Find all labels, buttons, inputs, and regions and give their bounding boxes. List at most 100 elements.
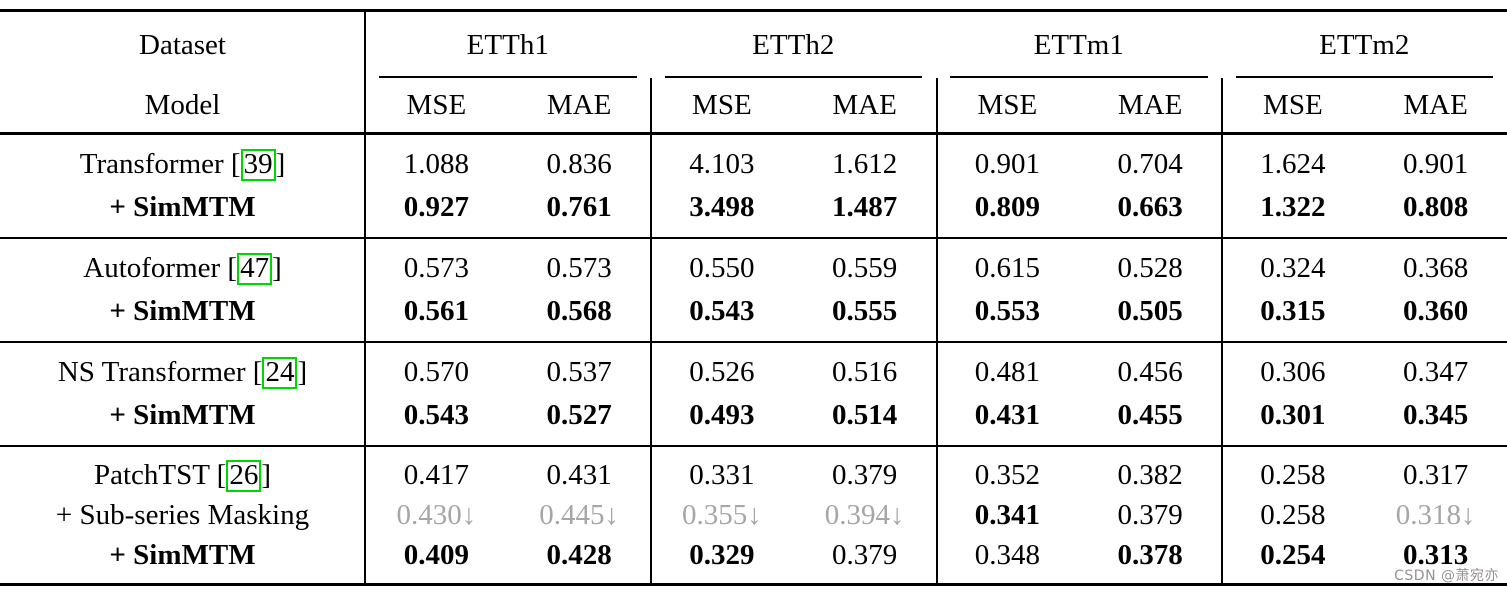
group-header-ettm1: ETTm1 bbox=[936, 12, 1222, 78]
column-divider bbox=[364, 447, 366, 583]
metric-value: 0.527 bbox=[546, 399, 612, 431]
mse-header: MSE bbox=[977, 88, 1038, 121]
metric-value: 0.555 bbox=[832, 295, 898, 327]
metric-value: 0.553 bbox=[974, 295, 1040, 327]
metric-value: 0.516 bbox=[832, 356, 898, 388]
mae-header: MAE bbox=[1117, 88, 1183, 121]
metric-value: 0.331 bbox=[689, 459, 755, 491]
column-divider bbox=[364, 343, 366, 445]
column-divider bbox=[936, 135, 938, 237]
metric-value: 0.559 bbox=[832, 252, 898, 284]
metric-value: 0.526 bbox=[689, 356, 755, 388]
metric-value: 0.352 bbox=[974, 459, 1040, 491]
metric-value: 0.345 bbox=[1403, 399, 1469, 431]
group-header-ettm2: ETTm2 bbox=[1222, 12, 1507, 78]
header-model-row: Model MSE MAE MSE MAE MSE MAE MSE MAE bbox=[0, 78, 1507, 132]
metric-value: 0.836 bbox=[546, 148, 612, 180]
model-label: + SimMTM bbox=[109, 295, 256, 327]
mse-header: MSE bbox=[406, 88, 467, 121]
metric-value: 0.360 bbox=[1403, 295, 1469, 327]
row-group-ns-transformer: NS Transformer [24] 0.570 0.537 0.526 0.… bbox=[0, 343, 1507, 445]
table-top-rule bbox=[0, 9, 1507, 12]
metric-value: 0.258 bbox=[1260, 459, 1326, 491]
metric-value: 1.322 bbox=[1260, 191, 1326, 223]
metric-value: 0.313 bbox=[1403, 539, 1469, 571]
header-bottom-rule bbox=[0, 132, 1507, 135]
metric-value: 1.487 bbox=[832, 191, 898, 223]
metric-value: 0.493 bbox=[689, 399, 755, 431]
column-divider bbox=[1221, 78, 1223, 132]
metric-value: 0.573 bbox=[403, 252, 469, 284]
citation-link[interactable]: 26 bbox=[226, 460, 262, 492]
metric-value: 0.341 bbox=[974, 499, 1040, 531]
metric-value: 0.378 bbox=[1117, 539, 1183, 571]
column-divider bbox=[364, 135, 366, 237]
model-label: + Sub-series Masking bbox=[55, 499, 310, 531]
metric-value-degraded: 0.318↓ bbox=[1395, 499, 1476, 531]
metric-value: 0.379 bbox=[1117, 499, 1183, 531]
model-header: Model bbox=[144, 88, 221, 121]
metric-value-degraded: 0.355↓ bbox=[682, 499, 762, 531]
metric-value: 1.088 bbox=[403, 148, 469, 180]
model-label: + SimMTM bbox=[109, 539, 256, 571]
citation-link[interactable]: 47 bbox=[237, 253, 273, 285]
metric-value: 0.537 bbox=[546, 356, 612, 388]
metric-value-degraded: 0.430↓ bbox=[396, 499, 477, 531]
column-divider bbox=[650, 343, 652, 445]
metric-value: 0.301 bbox=[1260, 399, 1326, 431]
metric-value: 0.317 bbox=[1403, 459, 1469, 491]
model-label: + SimMTM bbox=[109, 191, 256, 223]
header-dataset-row: Dataset ETTh1 ETTh2 ETTm1 ETTm2 bbox=[0, 12, 1507, 78]
metric-value: 0.901 bbox=[1403, 148, 1469, 180]
column-divider bbox=[936, 343, 938, 445]
csdn-watermark: CSDN @萧宛亦 bbox=[1394, 568, 1499, 584]
metric-value: 0.761 bbox=[546, 191, 612, 223]
row-group-transformer: Transformer [39] 1.088 0.836 4.103 1.612… bbox=[0, 135, 1507, 237]
column-divider bbox=[936, 239, 938, 341]
metric-value: 0.568 bbox=[546, 295, 612, 327]
metric-value: 0.254 bbox=[1260, 539, 1326, 571]
metric-value: 0.428 bbox=[546, 539, 612, 571]
column-divider bbox=[936, 78, 938, 132]
metric-value: 0.315 bbox=[1260, 295, 1326, 327]
mae-header: MAE bbox=[832, 88, 897, 121]
metric-value: 0.455 bbox=[1117, 399, 1183, 431]
column-divider bbox=[1221, 343, 1223, 445]
table-bottom-rule bbox=[0, 583, 1507, 586]
model-label: Autoformer [47] bbox=[83, 252, 282, 285]
metric-value: 1.612 bbox=[832, 148, 898, 180]
metric-value: 0.543 bbox=[689, 295, 755, 327]
metric-value: 0.901 bbox=[974, 148, 1040, 180]
metric-value-degraded: 0.394↓ bbox=[824, 499, 905, 531]
metric-value: 0.431 bbox=[546, 459, 612, 491]
column-divider bbox=[1221, 135, 1223, 237]
citation-link[interactable]: 24 bbox=[262, 357, 298, 389]
mse-header: MSE bbox=[692, 88, 752, 121]
mae-header: MAE bbox=[546, 88, 612, 121]
metric-value: 0.550 bbox=[689, 252, 755, 284]
metric-value-degraded: 0.445↓ bbox=[539, 499, 619, 531]
metric-value: 4.103 bbox=[689, 148, 755, 180]
metric-value: 0.417 bbox=[403, 459, 469, 491]
metric-value: 0.348 bbox=[974, 539, 1040, 571]
column-divider bbox=[650, 135, 652, 237]
metric-value: 0.543 bbox=[403, 399, 469, 431]
column-divider bbox=[1221, 447, 1223, 583]
metric-value: 3.498 bbox=[689, 191, 755, 223]
column-divider bbox=[364, 239, 366, 341]
metric-value: 0.481 bbox=[974, 356, 1040, 388]
metric-value: 0.347 bbox=[1403, 356, 1469, 388]
metric-value: 0.528 bbox=[1117, 252, 1183, 284]
metric-value: 0.431 bbox=[974, 399, 1040, 431]
group-header-etth2: ETTh2 bbox=[651, 12, 937, 78]
metric-value: 0.573 bbox=[546, 252, 612, 284]
metric-value: 0.379 bbox=[832, 539, 898, 571]
metric-value: 0.505 bbox=[1117, 295, 1183, 327]
group-header-etth1: ETTh1 bbox=[365, 12, 651, 78]
metric-value: 0.808 bbox=[1403, 191, 1469, 223]
metric-value: 0.514 bbox=[832, 399, 898, 431]
group-separator-rule bbox=[0, 237, 1507, 239]
metric-value: 0.409 bbox=[403, 539, 469, 571]
citation-link[interactable]: 39 bbox=[240, 149, 276, 181]
